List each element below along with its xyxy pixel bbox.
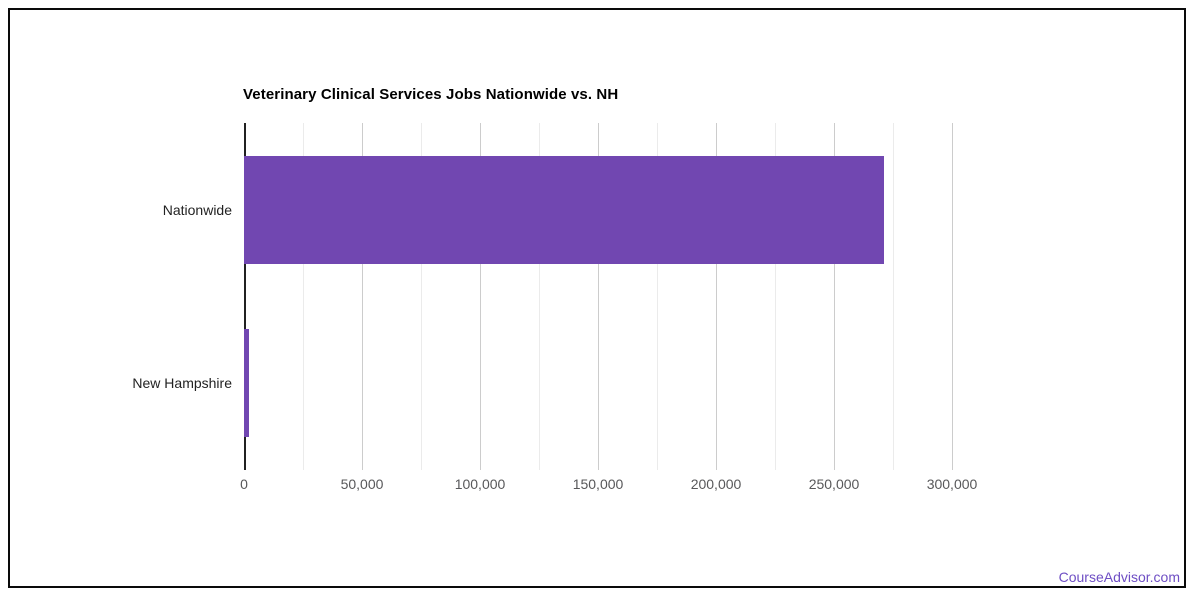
minor-gridline (303, 123, 304, 470)
bar-new-hampshire[interactable] (244, 329, 249, 438)
major-gridline (716, 123, 717, 470)
x-tick-label: 300,000 (926, 476, 978, 492)
major-gridline (834, 123, 835, 470)
x-tick-label: 200,000 (690, 476, 742, 492)
x-tick-label: 150,000 (572, 476, 624, 492)
major-gridline (480, 123, 481, 470)
major-gridline (952, 123, 953, 470)
category-label: Nationwide (162, 201, 232, 218)
minor-gridline (775, 123, 776, 470)
category-label: New Hampshire (132, 375, 232, 392)
major-gridline (362, 123, 363, 470)
minor-gridline (657, 123, 658, 470)
y-axis-baseline (244, 123, 246, 470)
x-tick-label: 100,000 (454, 476, 506, 492)
x-tick-label: 50,000 (340, 476, 384, 492)
x-tick-label: 250,000 (808, 476, 860, 492)
minor-gridline (421, 123, 422, 470)
bar-nationwide[interactable] (244, 155, 884, 264)
chart-title: Veterinary Clinical Services Jobs Nation… (243, 86, 619, 103)
courseadvisor-link[interactable]: CourseAdvisor.com (1058, 569, 1180, 585)
x-tick-label: 0 (240, 476, 248, 492)
minor-gridline (893, 123, 894, 470)
minor-gridline (539, 123, 540, 470)
major-gridline (598, 123, 599, 470)
plot-area (244, 123, 990, 470)
